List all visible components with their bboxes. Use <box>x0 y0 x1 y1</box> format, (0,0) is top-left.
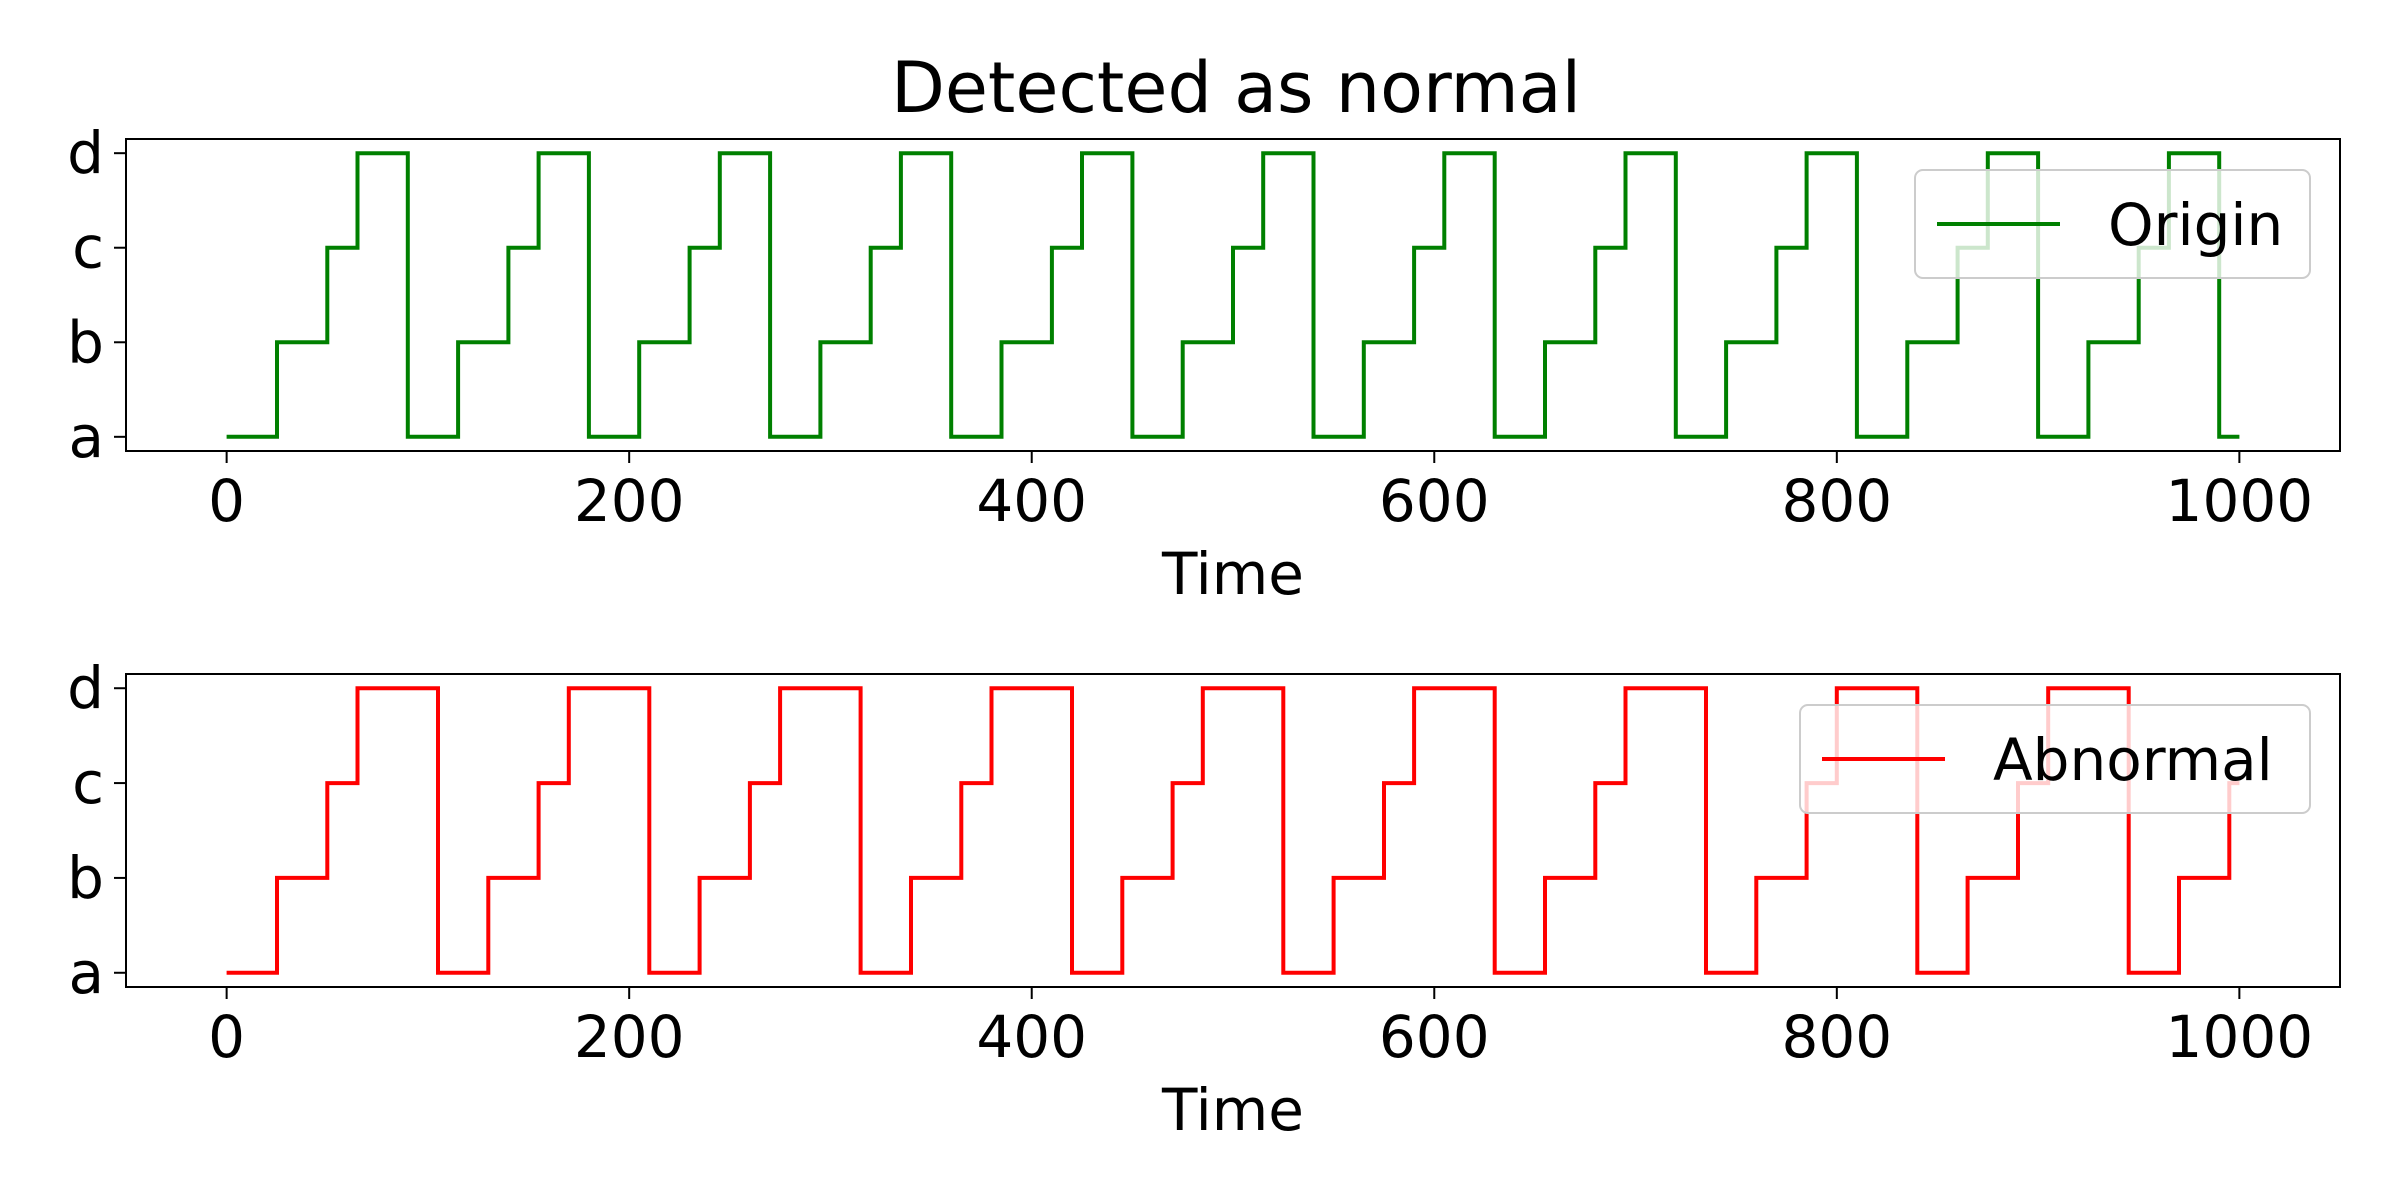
legend-label: Abnormal <box>1993 726 2273 794</box>
y-tick-label: c <box>72 749 104 817</box>
legend-box <box>1799 704 2311 814</box>
x-tick-label: 600 <box>1379 467 1490 535</box>
axes-frame <box>125 138 2341 452</box>
y-tick-label: b <box>67 844 104 912</box>
x-tick-label: 200 <box>574 1003 685 1071</box>
x-tick-label: 800 <box>1781 1003 1892 1071</box>
x-tick-label: 200 <box>574 467 685 535</box>
legend-box <box>1914 169 2311 279</box>
x-tick-label: 600 <box>1379 1003 1490 1071</box>
x-tick-label: 400 <box>976 1003 1087 1071</box>
x-tick-label: 1000 <box>2166 1003 2314 1071</box>
legend: Abnormal <box>1799 704 2311 814</box>
y-tick-label: d <box>67 654 104 722</box>
x-tick-label: 0 <box>208 467 245 535</box>
x-axis-label: Time <box>1161 1076 1304 1144</box>
legend: Origin <box>1914 169 2311 279</box>
x-tick-label: 0 <box>208 1003 245 1071</box>
x-axis-label: Time <box>1161 540 1304 608</box>
x-tick-label: 800 <box>1781 467 1892 535</box>
series-line-abnormal <box>226 686 2240 975</box>
x-tick-label: 400 <box>976 467 1087 535</box>
x-tick-label: 1000 <box>2166 467 2314 535</box>
axes-frame <box>125 673 2341 988</box>
y-tick-label: c <box>72 214 104 282</box>
y-tick-label: b <box>67 308 104 376</box>
y-tick-label: d <box>67 119 104 187</box>
chart-title: Detected as normal <box>891 47 1581 129</box>
legend-label: Origin <box>2108 191 2283 259</box>
y-tick-label: a <box>68 939 104 1007</box>
y-tick-label: a <box>68 403 104 471</box>
series-line-origin <box>226 151 2240 439</box>
